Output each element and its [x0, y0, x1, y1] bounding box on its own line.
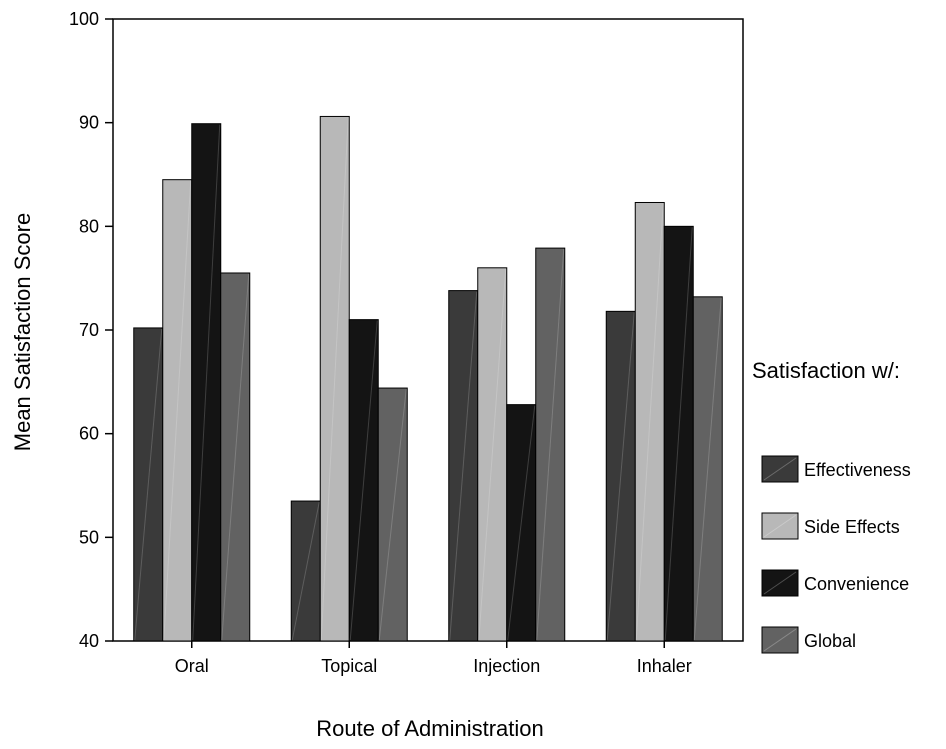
y-tick-label: 90 [79, 113, 99, 133]
bar-sheen [349, 320, 378, 641]
y-tick-label: 50 [79, 527, 99, 547]
bar-sheen [664, 227, 693, 641]
bar-sheen [134, 328, 163, 641]
legend-label: Global [804, 631, 856, 651]
legend-swatch-sheen [763, 571, 797, 595]
bar [191, 123, 222, 642]
legend-swatch [761, 455, 799, 483]
bar [663, 225, 694, 642]
bar [692, 296, 723, 642]
y-tick-label: 40 [79, 631, 99, 651]
bar-sheen [693, 297, 722, 641]
legend-swatch [761, 512, 799, 540]
bar-sheen [478, 268, 507, 641]
legend-swatch [761, 569, 799, 597]
x-tick-label: Inhaler [637, 656, 692, 676]
legend-label: Effectiveness [804, 460, 911, 480]
y-tick-label: 100 [69, 9, 99, 29]
bar [290, 500, 321, 642]
bar-sheen [163, 180, 192, 641]
bar [220, 272, 251, 642]
bar-sheen [378, 388, 407, 641]
legend-label: Convenience [804, 574, 909, 594]
bar [506, 404, 537, 642]
legend-swatch-sheen [763, 514, 797, 538]
x-tick-label: Injection [473, 656, 540, 676]
bar-sheen [507, 405, 536, 641]
legend-swatch-sheen [763, 628, 797, 652]
y-tick-label: 60 [79, 424, 99, 444]
legend-swatch [761, 626, 799, 654]
bar-sheen [192, 124, 221, 641]
bar-sheen [449, 291, 478, 641]
bar [535, 247, 566, 642]
legend-label: Side Effects [804, 517, 900, 537]
legend-title: Satisfaction w/: [752, 358, 900, 383]
legend: Satisfaction w/: Effectiveness Side Effec… [752, 358, 911, 654]
bar-sheen [291, 501, 320, 641]
bar [377, 387, 408, 642]
y-tick-label: 80 [79, 216, 99, 236]
x-tick-label: Topical [321, 656, 377, 676]
bar [162, 179, 193, 642]
bar-sheen [536, 249, 565, 641]
axes-group: Mean Satisfaction Score Route of Adminis… [10, 9, 692, 741]
bar [605, 310, 636, 642]
x-axis-title: Route of Administration [316, 716, 543, 741]
bar-sheen [635, 203, 664, 641]
bar [133, 327, 164, 642]
y-axis-title: Mean Satisfaction Score [10, 213, 35, 451]
y-tick-label: 70 [79, 320, 99, 340]
bar-sheen [320, 117, 349, 641]
bar-sheen [221, 273, 250, 641]
bar-sheen [606, 312, 635, 641]
bar [477, 267, 508, 642]
bar [319, 115, 350, 642]
x-tick-label: Oral [175, 656, 209, 676]
bars-group [133, 115, 723, 642]
legend-swatch-sheen [763, 457, 797, 481]
bar [634, 201, 665, 642]
bar [348, 319, 379, 642]
